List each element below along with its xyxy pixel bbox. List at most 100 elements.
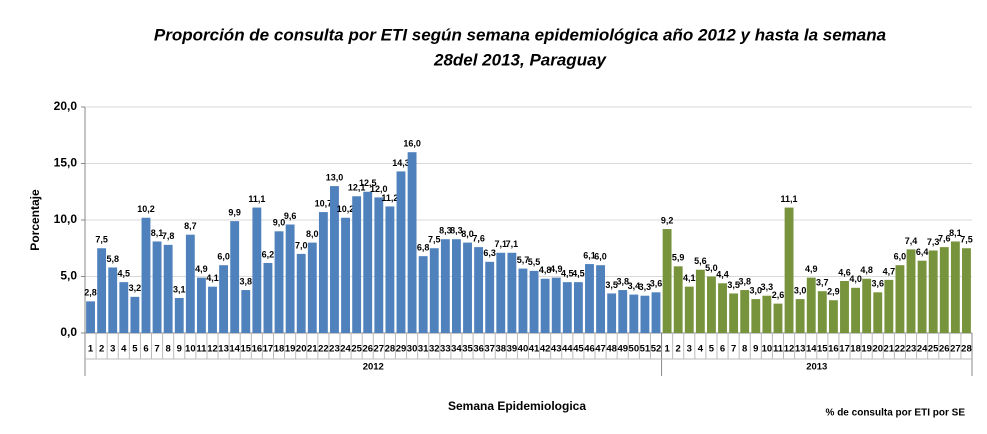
bar [740,290,750,333]
bar [751,299,761,333]
bar [241,290,251,333]
x-tick-label: 25 [928,344,939,355]
value-label: 6,8 [417,243,430,253]
bar [119,282,129,333]
x-tick-label: 5 [709,344,715,355]
x-tick-label: 3 [687,344,692,355]
value-label: 6,0 [217,252,230,262]
bar [707,276,716,333]
bar [418,256,428,333]
x-tick-label: 19 [285,344,296,355]
bar [906,249,916,333]
x-tick-label: 9 [753,344,758,355]
value-label: 3,8 [616,276,629,286]
value-label: 3,6 [871,279,884,289]
bar [174,297,184,333]
bar [185,234,195,333]
x-tick-label: 34 [451,344,462,355]
value-label: 8,1 [949,228,962,238]
value-label: 7,8 [162,231,175,241]
value-label: 9,0 [273,218,286,228]
chart-title: 28del 2013, Paraguay [433,50,608,69]
x-tick-label: 46 [584,344,595,355]
value-label: 8,3 [439,226,452,236]
x-tick-label: 10 [185,344,196,355]
x-tick-label: 22 [318,344,329,355]
value-label: 3,8 [240,276,253,286]
bar [285,224,295,333]
x-tick-label: 7 [731,344,736,355]
value-label: 6,0 [894,252,907,262]
value-label: 7,6 [938,233,951,243]
x-tick-label: 47 [595,344,606,355]
value-label: 7,1 [506,239,519,249]
x-tick-label: 22 [895,344,906,355]
value-label: 10,2 [337,204,355,214]
bar [86,301,95,333]
bar [795,299,805,333]
bar [429,248,439,333]
value-label: 3,0 [794,285,807,295]
bar [684,286,694,333]
value-label: 2,9 [827,287,840,297]
x-tick-label: 4 [121,344,127,355]
value-label: 6,3 [483,248,496,258]
value-label: 7,5 [95,235,108,245]
bar [374,197,384,333]
bar [141,217,151,333]
bar [551,277,561,333]
value-label: 3,8 [738,276,751,286]
x-tick-label: 10 [762,344,773,355]
bar [828,300,838,333]
x-tick-label: 43 [551,344,562,355]
bar [196,277,206,333]
value-label: 2,6 [772,290,785,300]
bar [474,247,484,333]
value-label: 8,0 [461,229,474,239]
value-label: 3,3 [761,282,774,292]
bar [695,269,705,333]
x-tick-label: 3 [110,344,115,355]
x-tick-label: 25 [351,344,362,355]
bar [496,252,506,333]
bar [518,268,528,333]
value-label: 3,0 [750,285,763,295]
x-tick-label: 19 [861,344,872,355]
bar [230,221,240,333]
x-tick-label: 27 [374,344,385,355]
x-tick-label: 51 [640,344,651,355]
value-label: 10,2 [137,204,155,214]
bar [950,241,960,333]
bar [784,207,794,333]
bar [607,293,617,333]
bar [97,248,107,333]
x-tick-label: 42 [540,344,551,355]
x-tick-label: 49 [617,344,628,355]
value-label: 8,0 [306,229,319,239]
x-tick-label: 27 [950,344,961,355]
x-tick-label: 44 [562,344,573,355]
x-tick-label: 41 [529,344,540,355]
value-label: 4,9 [805,264,818,274]
value-label: 4,4 [716,270,729,280]
bar [385,206,395,333]
bar [596,265,606,333]
bar [962,248,971,333]
bar [152,241,162,333]
value-label: 12,0 [370,184,388,194]
bar [585,264,594,333]
bar [485,261,495,333]
bar [252,207,262,333]
x-tick-label: 29 [396,344,407,355]
x-tick-label: 11 [196,344,207,355]
value-label: 13,0 [326,172,344,182]
value-label: 5,0 [705,263,718,273]
value-label: 5,6 [694,256,707,266]
value-label: 7,5 [960,235,973,245]
x-tick-label: 13 [218,344,229,355]
x-tick-label: 36 [473,344,484,355]
value-label: 3,4 [628,281,641,291]
value-label: 6,4 [916,247,929,257]
bar [529,270,539,333]
x-tick-label: 2 [99,344,104,355]
